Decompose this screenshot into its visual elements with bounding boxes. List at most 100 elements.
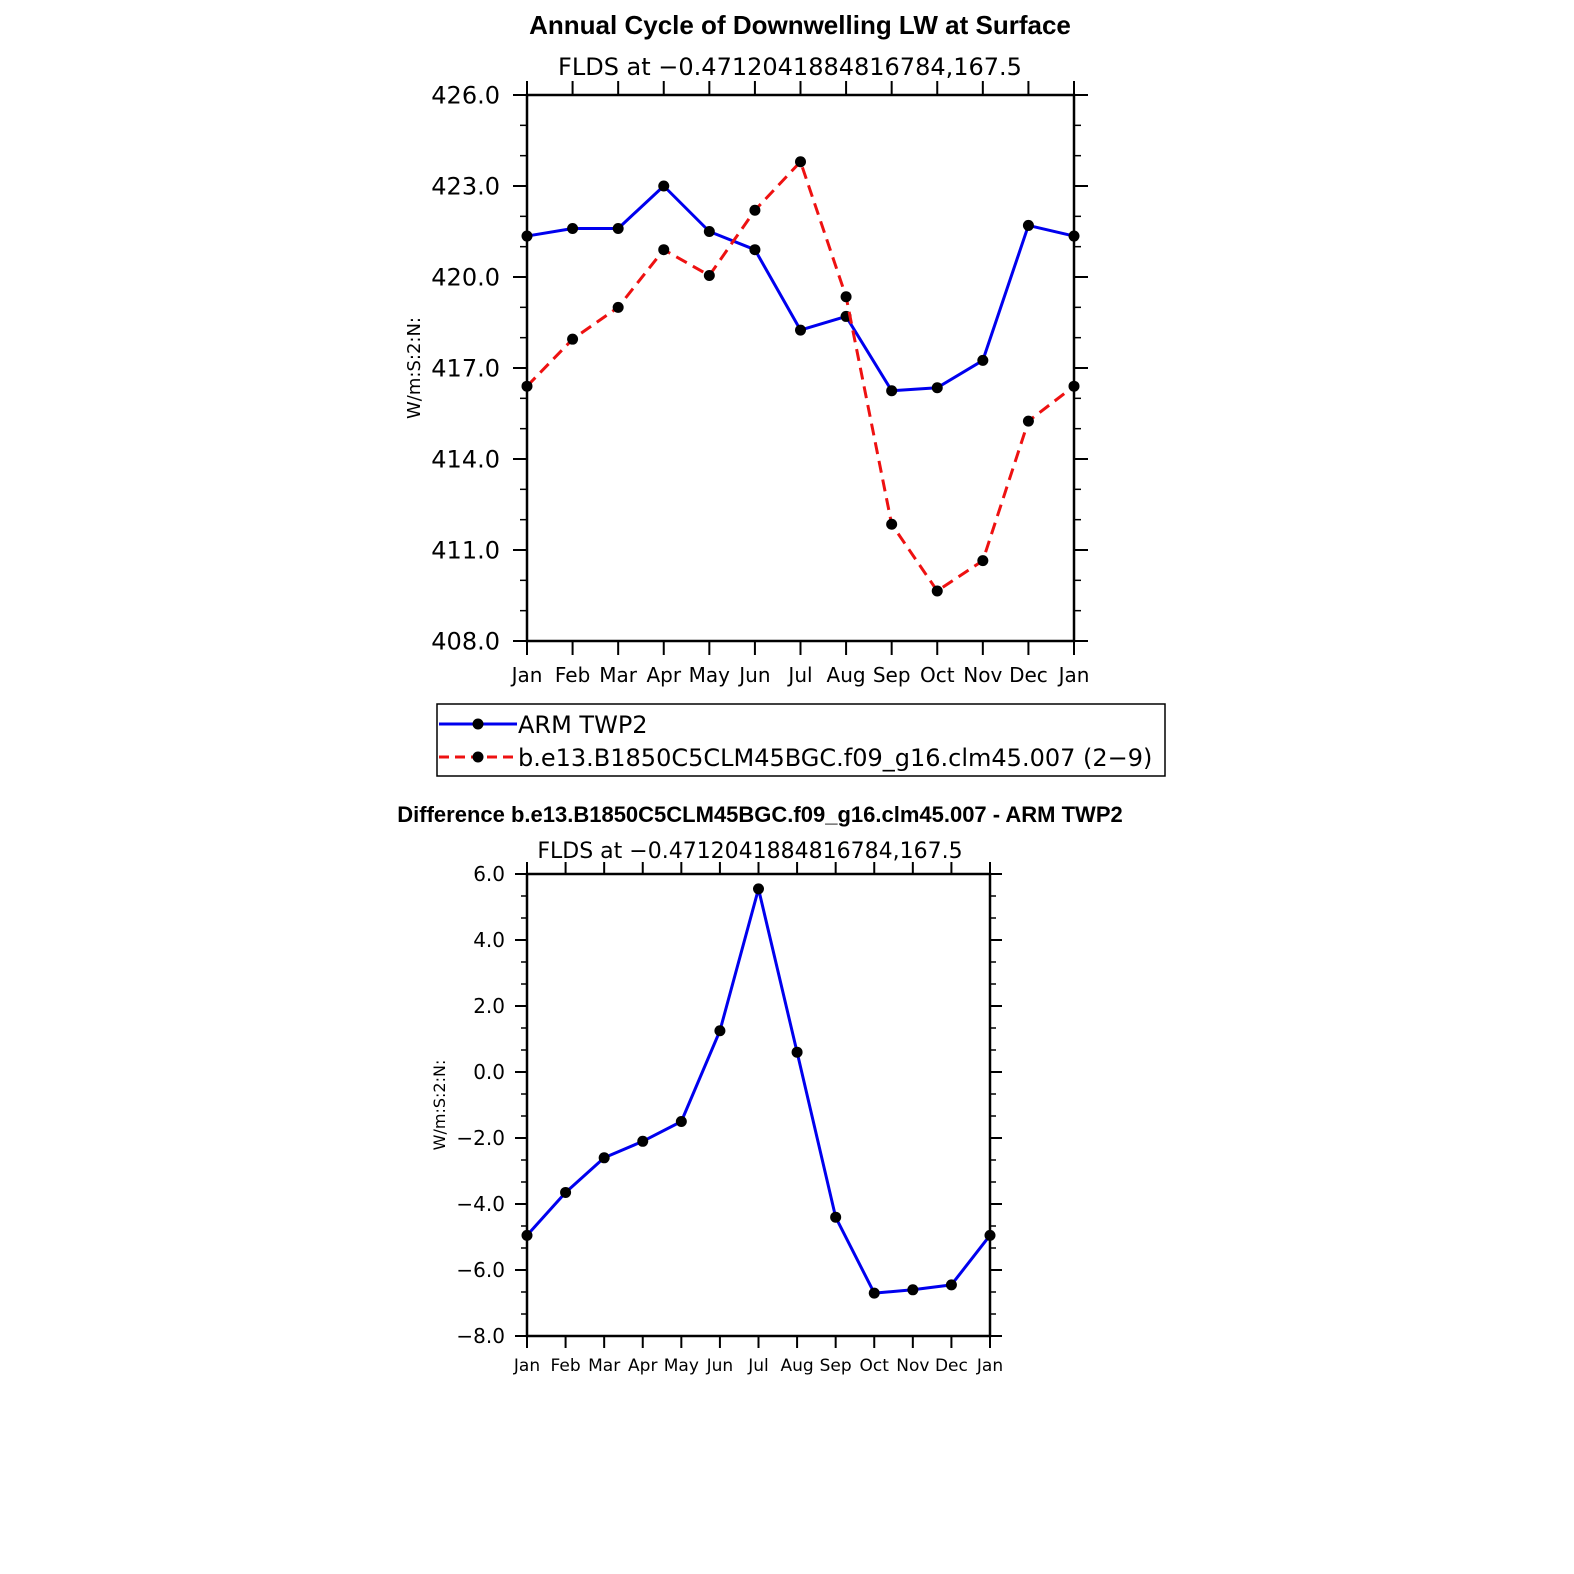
y-tick-label: 420.0 [431,263,500,291]
legend-box [436,703,1166,777]
series-1-point [931,585,943,597]
x-tick-label: May [689,663,731,687]
series-1-point [886,518,898,530]
x-tick-label: Aug [827,663,866,687]
series-0-point [753,883,764,895]
series-0-point [791,1046,803,1058]
y-tick-label: 423.0 [431,172,500,200]
series-0-point [675,1116,687,1127]
x-tick-label: Jun [706,1356,734,1376]
x-tick-label: Feb [555,663,590,687]
legend-label-arm-twp2: ARM TWP2 [518,711,648,739]
x-tick-label: Jan [976,1356,1003,1376]
chart1-x-tick-labels: Jan Feb Mar Apr May Jun Jul Aug Sep Oct Nov Dec Jan [510,663,1090,687]
series-0-point [907,1284,919,1296]
series-0-point [749,244,761,256]
y-tick-label: 417.0 [431,354,500,382]
series-0-point [637,1135,649,1147]
y-tick-label: 0.0 [473,1060,505,1084]
series-1-point [1068,380,1080,392]
x-tick-label: Sep [820,1356,852,1376]
x-tick-label: Oct [920,663,955,687]
legend-marker-model [472,751,484,763]
series-1-point [703,269,715,281]
series-1-point [840,291,852,303]
series-0-point [931,382,943,394]
series-0-point [560,1186,572,1198]
x-tick-label: Jan [510,663,543,687]
y-tick-label: −2.0 [456,1126,505,1150]
series-0-point [945,1279,957,1291]
chart1-subtitle: FLDS at −0.4712041884816784,167.5 [558,53,1022,81]
chart1-y-tick-labels: 408.0 411.0 414.0 417.0 420.0 423.0 426.0 [431,81,500,655]
series-0-point [521,230,533,242]
chart1-plot-frame [525,93,1076,643]
chart1-ticks [513,81,1088,655]
chart2-subtitle: FLDS at −0.4712041884816784,167.5 [537,839,962,864]
series-0-point [1022,219,1034,231]
x-tick-label: Jun [737,663,770,687]
series-0-point [521,1229,533,1241]
series-0-point [714,1025,726,1037]
series-0-point [984,1229,996,1241]
chart1-legend: ARM TWP2 b.e13.B1850C5CLM45BGC.f09_g16.c… [436,703,1166,777]
series-line-0 [526,184,1075,393]
series-0-point [612,222,624,234]
series-0-point [977,354,989,366]
x-tick-label: Dec [935,1356,968,1376]
series-line-1 [525,160,1075,593]
x-tick-label: Jan [513,1356,540,1376]
y-tick-label: 411.0 [431,536,500,564]
series-1-point [612,301,624,313]
chart1-title: Annual Cycle of Downwelling LW at Surfac… [529,10,1071,40]
x-tick-label: Nov [896,1356,929,1376]
y-tick-label: −8.0 [456,1324,505,1348]
chart2-title: Difference b.e13.B1850C5CLM45BGC.f09_g16… [397,802,1122,827]
y-tick-label: 4.0 [473,928,505,952]
x-tick-label: Jul [786,663,812,687]
series-1-point [749,204,761,216]
series-1-point [1022,415,1034,427]
chart1-series-layer [521,156,1080,597]
x-tick-label: Feb [551,1356,581,1376]
series-1-point [977,555,989,567]
legend-label-model: b.e13.B1850C5CLM45BGC.f09_g16.clm45.007 … [518,744,1152,772]
series-0-point [1068,230,1080,242]
chart2-plot-frame [525,872,992,1338]
series-0-point [868,1287,880,1299]
x-tick-label: Mar [588,1356,620,1376]
x-tick-label: Nov [963,663,1002,687]
chart1-y-axis-label: W/m:S:2:N: [404,317,425,419]
x-tick-label: Mar [599,663,638,687]
y-tick-label: 6.0 [473,862,505,886]
series-1-point [795,156,806,168]
series-1-point [567,333,579,345]
chart2-y-tick-labels: −8.0 −6.0 −4.0 −2.0 0.0 2.0 4.0 6.0 [456,862,505,1348]
x-tick-label: Jul [747,1356,769,1376]
y-tick-label: 408.0 [431,627,500,655]
chart2-x-tick-labels: Jan Feb Mar Apr May Jun Jul Aug Sep Oct Nov Dec Jan [513,1356,1003,1376]
series-0-point [567,222,579,234]
difference-chart: Difference b.e13.B1850C5CLM45BGC.f09_g16… [397,802,1122,1376]
series-0-point [658,180,670,192]
y-tick-label: −4.0 [456,1192,505,1216]
y-tick-label: 414.0 [431,445,500,473]
series-0-point [795,324,806,336]
x-tick-label: Aug [780,1356,813,1376]
chart2-ticks [515,862,1002,1348]
y-tick-label: 426.0 [431,81,500,109]
series-1-point [658,244,670,256]
x-tick-label: Dec [1009,663,1048,687]
series-0-point [703,226,715,237]
x-tick-label: Oct [860,1356,890,1376]
y-tick-label: 2.0 [473,994,505,1018]
x-tick-label: May [664,1356,699,1376]
chart2-y-axis-label: W/m:S:2:N: [430,1060,449,1151]
x-tick-label: Apr [628,1356,657,1376]
annual-cycle-chart: Annual Cycle of Downwelling LW at Surfac… [404,10,1089,687]
legend-marker-arm-twp2 [472,718,484,730]
series-0-point [886,385,898,397]
x-tick-label: Jan [1057,663,1090,687]
series-0-point [830,1211,842,1223]
y-tick-label: −6.0 [456,1258,505,1282]
